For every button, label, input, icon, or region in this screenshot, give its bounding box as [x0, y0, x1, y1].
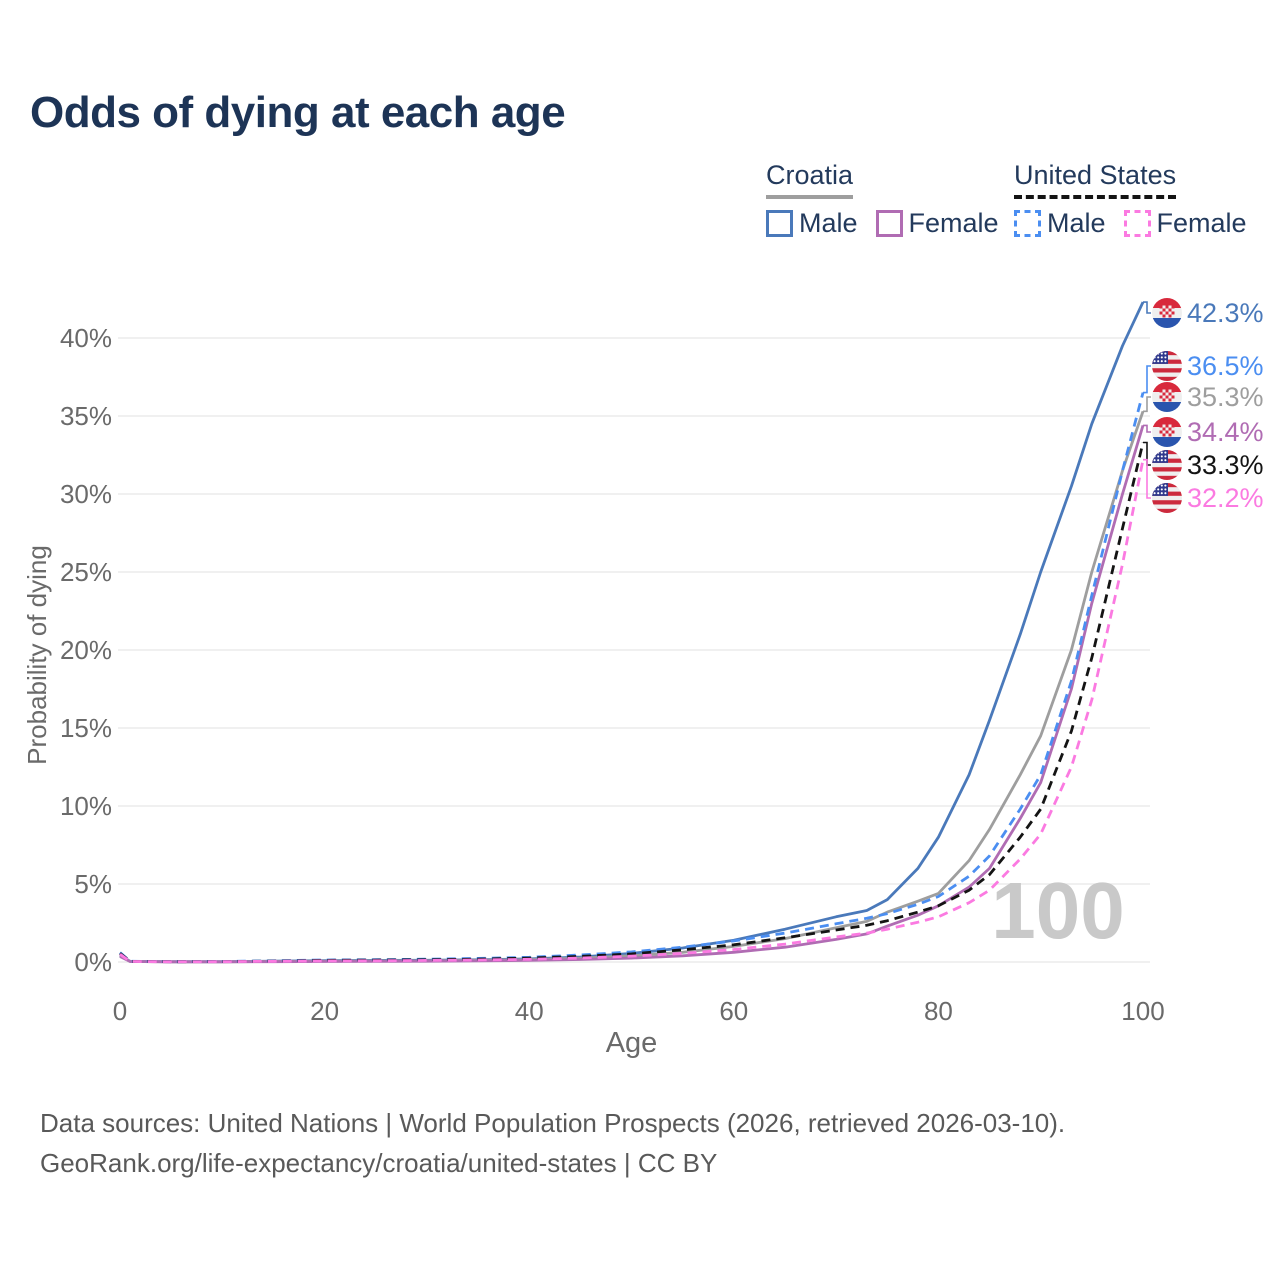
series-line-united-states-male: [119, 392, 1145, 964]
end-value-label: 32.2%: [1187, 483, 1264, 513]
label-leader-line: [1143, 458, 1151, 499]
age-counter: 100: [991, 866, 1124, 955]
y-tick-label: 35%: [60, 401, 112, 431]
page-title: Odds of dying at each age: [30, 88, 566, 137]
x-tick-label: 20: [310, 996, 339, 1026]
end-value-label: 36.5%: [1187, 351, 1264, 381]
y-tick-label: 25%: [60, 557, 112, 587]
croatia-male-swatch-icon: [766, 210, 793, 237]
us-flag-icon: [1152, 450, 1182, 480]
end-value-label: 34.4%: [1187, 417, 1264, 447]
y-tick-label: 20%: [60, 635, 112, 665]
legend-item-us-male[interactable]: Male: [1014, 208, 1106, 239]
croatia-flag-icon: [1152, 382, 1182, 412]
us-female-swatch-icon: [1123, 210, 1151, 237]
x-tick-label: 80: [924, 996, 953, 1026]
legend-item-croatia-male[interactable]: Male: [766, 208, 858, 239]
y-tick-label: 15%: [60, 713, 112, 743]
x-axis-title: Age: [606, 1027, 658, 1059]
series-line-croatia-male: [119, 301, 1145, 964]
series-line-united-states-female: [119, 459, 1145, 964]
label-leader-line: [1143, 424, 1151, 433]
y-tick-label: 30%: [60, 479, 112, 509]
y-axis-title: Probability of dying: [22, 545, 52, 765]
attribution-link: GeoRank.org/life-expectancy/croatia/unit…: [40, 1148, 718, 1178]
legend-item-us-female[interactable]: Female: [1123, 208, 1247, 239]
label-leader-line: [1143, 396, 1151, 413]
us-male-swatch-icon: [1014, 210, 1041, 237]
y-tick-label: 0%: [74, 947, 112, 977]
croatia-female-swatch-icon: [875, 210, 903, 237]
label-leader-line: [1143, 301, 1151, 314]
x-tick-label: 0: [113, 996, 127, 1026]
x-tick-label: 100: [1121, 996, 1164, 1026]
end-value-label: 33.3%: [1187, 450, 1264, 480]
series-line-croatia-female: [119, 424, 1145, 964]
y-tick-label: 10%: [60, 791, 112, 821]
legend-label: Male: [1047, 208, 1106, 238]
croatia-flag-icon: [1152, 298, 1182, 328]
x-tick-label: 60: [719, 996, 748, 1026]
x-tick-label: 40: [515, 996, 544, 1026]
legend-title-united-states: United States: [1014, 160, 1177, 199]
legend-title-croatia: Croatia: [766, 160, 854, 199]
legend-label: Female: [1156, 208, 1247, 238]
y-tick-label: 5%: [74, 869, 112, 899]
legend-label: Male: [799, 208, 858, 238]
croatia-flag-icon: [1152, 417, 1182, 447]
legend-label: Female: [908, 208, 999, 238]
label-leader-line: [1143, 441, 1151, 466]
end-value-label: 35.3%: [1187, 382, 1264, 412]
data-sources-note: Data sources: United Nations | World Pop…: [40, 1108, 1066, 1138]
chart-legend: Croatia Male Female United States Male F…: [0, 0, 1280, 260]
label-leader-line: [1143, 365, 1151, 394]
us-flag-icon: [1152, 351, 1182, 381]
legend-item-croatia-female[interactable]: Female: [875, 208, 999, 239]
end-value-label: 42.3%: [1187, 298, 1264, 328]
y-tick-label: 40%: [60, 323, 112, 353]
legend-group-croatia: Croatia Male Female: [766, 160, 999, 239]
us-flag-icon: [1152, 483, 1182, 513]
legend-group-united-states: United States Male Female: [1014, 160, 1247, 239]
